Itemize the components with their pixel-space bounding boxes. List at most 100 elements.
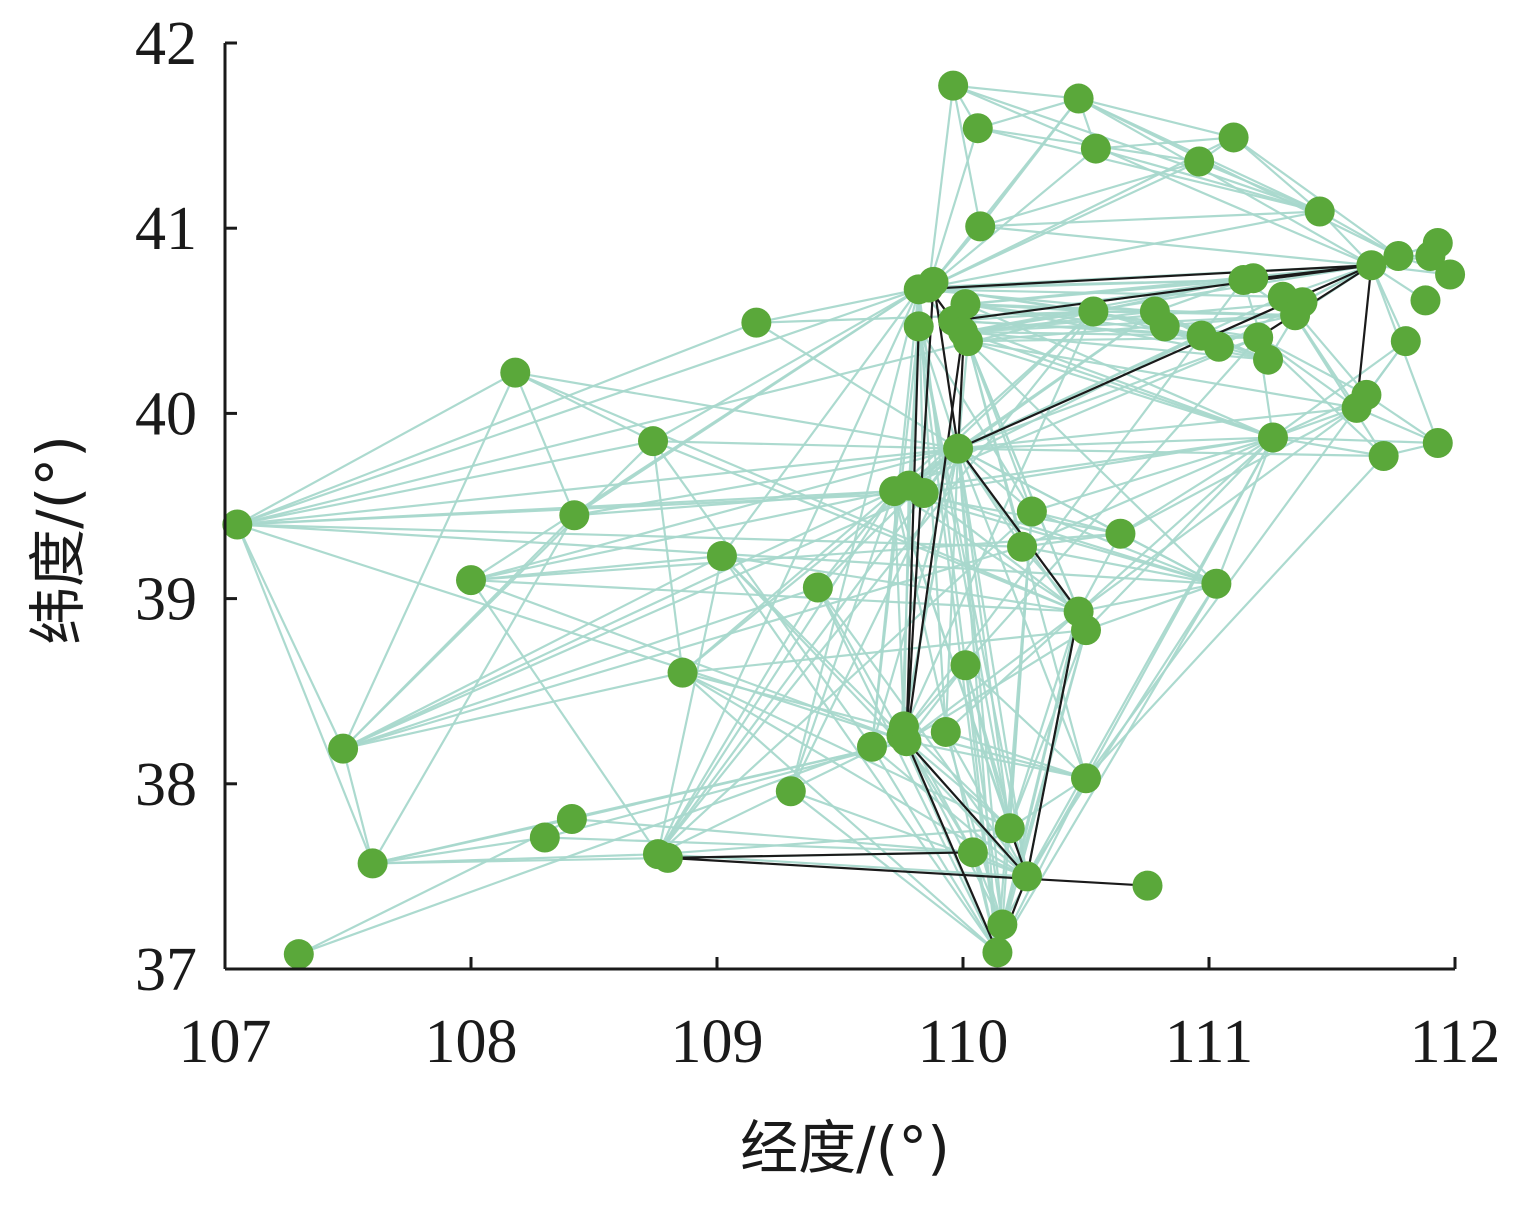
edge-light (967, 314, 1296, 343)
data-point (987, 909, 1018, 940)
edge-light (945, 610, 1080, 733)
edge-light (917, 326, 1011, 829)
edge-light (967, 340, 1274, 439)
edge-light (952, 85, 982, 227)
data-point (1080, 133, 1111, 164)
edge-light (979, 97, 1080, 228)
data-point (741, 307, 772, 338)
edge-light (514, 372, 576, 516)
y-tick-label: 42 (135, 10, 197, 78)
data-point (357, 848, 388, 879)
edge-light (236, 371, 516, 526)
edge-dark (905, 281, 935, 742)
data-point (1390, 326, 1421, 357)
edge-light (681, 671, 999, 954)
edge-light (965, 303, 1274, 439)
edge-light (1272, 436, 1384, 458)
edge-light (1215, 437, 1274, 585)
data-point (1063, 83, 1094, 114)
edge-light (945, 730, 1087, 780)
y-tick-label: 37 (135, 936, 197, 1004)
edge-light (574, 490, 895, 517)
data-point (328, 733, 359, 764)
edge-light (1272, 340, 1407, 439)
data-point (903, 311, 934, 342)
edge-light (342, 671, 683, 750)
edge-light (372, 836, 545, 865)
data-point (1105, 518, 1136, 549)
y-tick-label: 40 (135, 380, 197, 448)
edge-light (236, 524, 345, 750)
data-point (952, 326, 983, 357)
edge-light (927, 85, 955, 288)
edge-light (927, 127, 979, 288)
edge-light (657, 310, 1095, 855)
edge-light (571, 817, 973, 854)
data-point (802, 572, 833, 603)
data-point (222, 509, 253, 540)
data-point (559, 500, 590, 531)
edge-light (944, 731, 1004, 925)
x-axis-title: 经度/(°) (740, 1114, 950, 1182)
edge-light (1078, 97, 1234, 139)
edge-light (967, 340, 1357, 409)
data-point (1016, 496, 1047, 527)
edge-light (923, 491, 1217, 585)
edge-light (1031, 436, 1274, 513)
edge-light (342, 514, 576, 750)
data-point (994, 813, 1025, 844)
edge-light (515, 371, 959, 450)
edge-light (906, 740, 1087, 780)
edge-light (1232, 136, 1400, 257)
data-point (891, 726, 922, 757)
edge-light (721, 288, 920, 557)
edge-light (977, 97, 1079, 130)
edge-light (967, 340, 1218, 585)
edge-light (816, 587, 999, 953)
data-point (982, 937, 1013, 968)
edge-light (1021, 532, 1121, 548)
edge-light (790, 790, 1028, 878)
edge-dark (932, 281, 960, 449)
data-point (1149, 311, 1180, 342)
x-tick-label: 111 (1165, 1008, 1253, 1076)
edge-light (952, 84, 1372, 267)
data-point (1287, 287, 1318, 318)
edge-light (342, 372, 517, 750)
edge-light (237, 447, 959, 526)
edge-light (957, 447, 1033, 513)
edge-light (816, 586, 1028, 878)
edge-light (1078, 582, 1217, 613)
edge-light (917, 326, 960, 449)
edge-light (573, 288, 920, 517)
edge-light (1021, 436, 1274, 548)
edge-dark (905, 326, 920, 742)
data-point (957, 837, 988, 868)
edge-light (236, 321, 757, 526)
edge-light (682, 628, 1087, 674)
data-point (775, 776, 806, 807)
data-point (1071, 763, 1101, 794)
edge-light (996, 511, 1033, 953)
edge-light (342, 492, 925, 750)
edge-light (902, 485, 910, 727)
edge-light (893, 490, 1080, 613)
edge-light (923, 436, 1274, 495)
edge-light (957, 406, 1357, 450)
edge-dark (957, 447, 1080, 613)
edge-light (1119, 406, 1358, 535)
edge-light (962, 314, 1296, 334)
edge-light (298, 818, 573, 956)
edge-light (656, 288, 920, 855)
data-point (1383, 240, 1414, 271)
edge-light (917, 325, 1033, 513)
edge-light (922, 492, 1080, 613)
edge-light (237, 440, 654, 526)
data-point (456, 565, 486, 596)
edge-light (756, 288, 919, 324)
edge-light (956, 448, 999, 953)
edge-light (816, 586, 903, 737)
edge-light (544, 836, 973, 854)
points-layer (222, 70, 1466, 970)
data-point (1078, 296, 1109, 327)
